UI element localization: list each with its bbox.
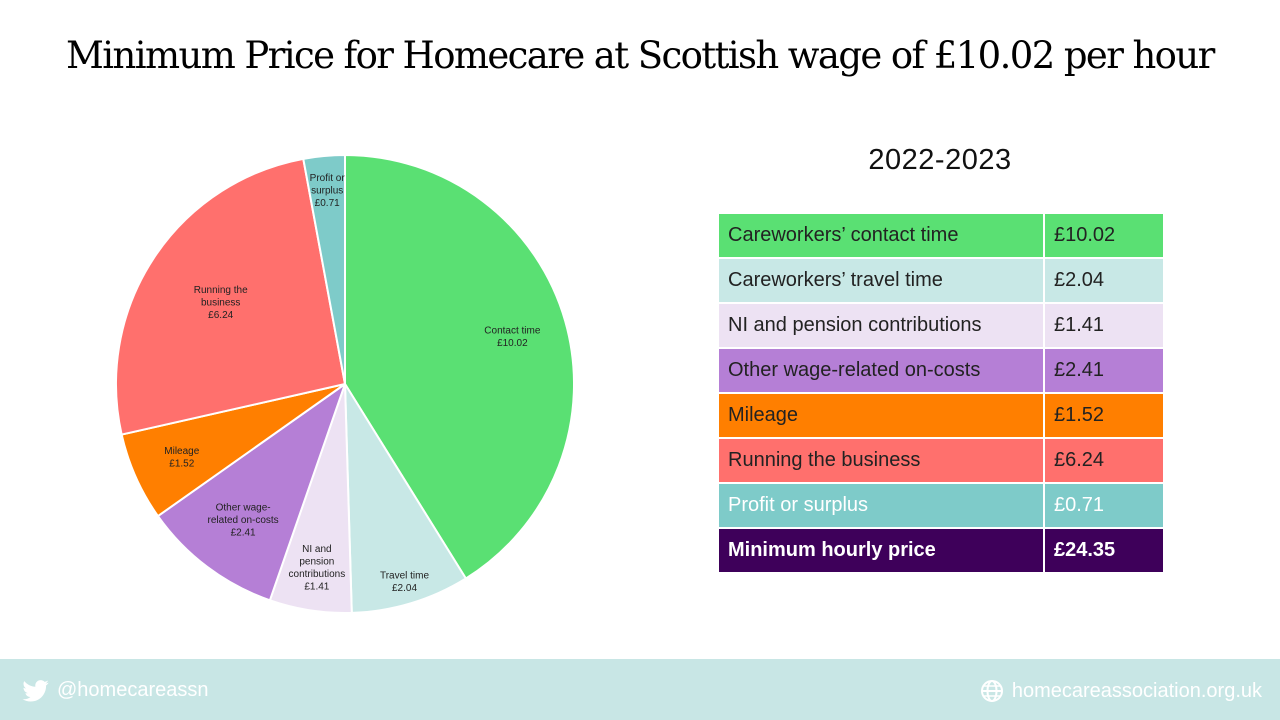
table-cell-amount: £2.04 (1043, 257, 1165, 304)
pie-labels: Contact time £10.02 Travel time £2.04 NI and… (164, 173, 541, 594)
pie-slice (344, 383, 467, 614)
website-url: homecareassociation.org.uk (1011, 679, 1262, 702)
pie-slice-label: Contact time £10.02 (484, 325, 541, 349)
footer-bar: @homecareassn homecareassociation.org.uk (0, 659, 1280, 720)
table-cell-amount: £1.41 (1043, 302, 1165, 349)
pie-slices (115, 154, 575, 614)
pie-slice-label: Running the business £6.24 (194, 285, 248, 321)
pie-slice (115, 157, 346, 436)
table-cell-amount: £10.02 (1043, 212, 1165, 259)
table-cell-amount: £2.41 (1043, 347, 1165, 394)
table-row: Other wage-related on-costs £2.41 (717, 347, 1165, 394)
table-cell-item: Running the business (717, 437, 1045, 484)
table-cell-item: NI and pension contributions (717, 302, 1045, 349)
table-cell-item: Minimum hourly price (717, 527, 1045, 574)
table-row: NI and pension contributions £1.41 (717, 302, 1165, 349)
pie-slice (344, 154, 575, 580)
table-total-row: Minimum hourly price £24.35 (717, 527, 1165, 574)
table-cell-item: Other wage-related on-costs (717, 347, 1045, 394)
page-title: Minimum Price for Homecare at Scottish w… (66, 34, 1215, 77)
table-row: Mileage £1.52 (717, 392, 1165, 439)
table-row: Running the business £6.24 (717, 437, 1165, 484)
table-row: Careworkers’ contact time £10.02 (717, 212, 1165, 259)
globe-icon (980, 679, 1004, 703)
twitter-handle: @homecareassn (57, 679, 209, 701)
price-table-body: Careworkers’ contact time £10.02 Careworke… (717, 212, 1165, 574)
pie-slice-label: Profit or surplus £0.71 (310, 173, 346, 209)
pie-slice (302, 154, 346, 385)
price-breakdown-table: Careworkers’ contact time £10.02 Careworke… (717, 212, 1165, 574)
table-cell-amount: £24.35 (1043, 527, 1165, 574)
year-label: 2022-2023 (868, 144, 1012, 176)
pie-slice-label: Mileage £1.52 (164, 446, 199, 470)
pie-chart: Contact time £10.02 Travel time £2.04 NI and… (115, 154, 575, 614)
table-row: Careworkers’ travel time £2.04 (717, 257, 1165, 304)
pie-slice (156, 383, 346, 602)
pie-slice-label: NI and pension contributions £1.41 (289, 544, 346, 593)
table-cell-item: Profit or surplus (717, 482, 1045, 529)
table-cell-item: Mileage (717, 392, 1045, 439)
table-cell-item: Careworkers’ travel time (717, 257, 1045, 304)
pie-slice-label: Travel time £2.04 (380, 571, 430, 595)
table-row: Profit or surplus £0.71 (717, 482, 1165, 529)
table-cell-amount: £6.24 (1043, 437, 1165, 484)
table-cell-amount: £0.71 (1043, 482, 1165, 529)
pie-slice-label: Other wage-related on-costs £2.41 (208, 502, 279, 538)
twitter-bird-icon (22, 679, 49, 702)
table-cell-item: Careworkers’ contact time (717, 212, 1045, 259)
twitter-link[interactable]: @homecareassn (22, 679, 208, 702)
table-cell-amount: £1.52 (1043, 392, 1165, 439)
website-link[interactable]: homecareassociation.org.uk (980, 679, 1262, 703)
